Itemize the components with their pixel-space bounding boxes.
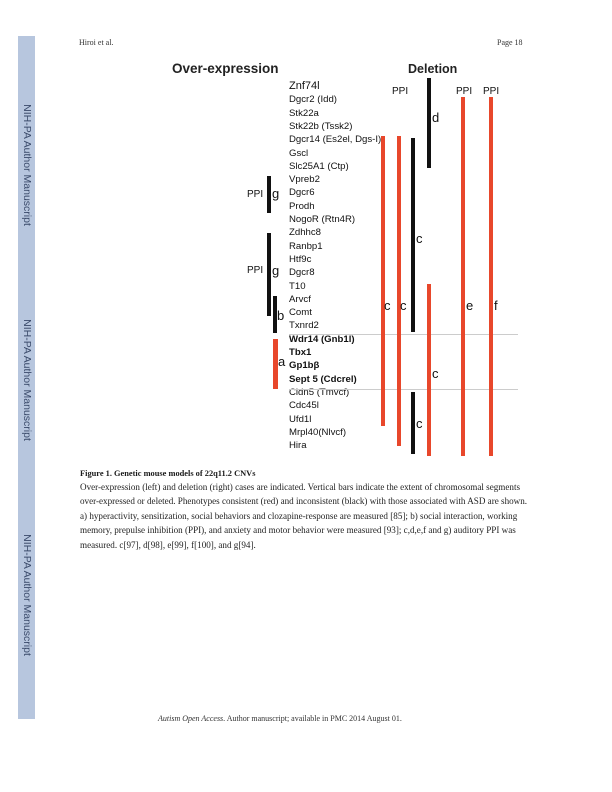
gene-label: Prodh (289, 200, 315, 212)
sidebar-label-3: NIH-PA Author Manuscript (21, 534, 33, 656)
gene-label: Dgcr6 (289, 187, 315, 199)
label-c-1: c (384, 298, 391, 313)
gene-label: Gp1bβ (289, 360, 320, 372)
gene-label: Cldn5 (Tmvcf) (289, 386, 350, 398)
bar-b (273, 296, 277, 333)
gene-label: Tbx1 (289, 347, 312, 358)
label-e: e (466, 298, 474, 313)
ppi-label-deletion-3: PPI (483, 86, 500, 97)
gene-label: Stk22a (289, 107, 319, 119)
gene-label: Arvcf (289, 293, 311, 305)
figure-caption-body: Over-expression (left) and deletion (rig… (80, 482, 528, 550)
label-c-2: c (400, 298, 407, 313)
gene-label: Dgcr14 (Es2el, Dgs-I) (289, 134, 382, 146)
ppi-label-deletion-2: PPI (456, 86, 473, 97)
header-author: Hiroi et al. (79, 38, 114, 47)
header-page: Page 18 (497, 38, 523, 47)
footer-citation: Autism Open Access. Author manuscript; a… (158, 714, 402, 723)
bar-e (461, 97, 465, 456)
bar-g-lower (267, 233, 271, 316)
bar-c-deletion-3 (411, 138, 415, 332)
label-c-3: c (416, 231, 423, 246)
nih-sidebar (18, 36, 35, 719)
gene-label: Znf74l (289, 80, 320, 92)
bar-d (427, 78, 431, 168)
ppi-label-g-upper: PPI (247, 189, 264, 200)
gene-label: Vpreb2 (289, 174, 320, 186)
bar-c-deletion-1 (381, 136, 385, 426)
separator-line-bottom (289, 389, 518, 390)
bar-f (489, 97, 493, 456)
label-c-5: c (416, 416, 423, 431)
gene-label: Hira (289, 440, 307, 452)
gene-label: Wdr14 (Gnb1l) (289, 333, 355, 345)
sidebar-label-2: NIH-PA Author Manuscript (21, 319, 33, 441)
label-g-upper: g (272, 186, 280, 201)
ppi-label-g-lower: PPI (247, 265, 264, 276)
separator-line-top (289, 334, 518, 335)
gene-label: Sept 5 (Cdcrel) (289, 373, 357, 385)
ppi-label-deletion-1: PPI (392, 86, 409, 97)
gene-label: Zdhhc8 (289, 227, 321, 239)
gene-label: Htf9c (289, 253, 312, 265)
bar-c-deletion-2 (397, 136, 401, 446)
sidebar-label-1: NIH-PA Author Manuscript (21, 104, 33, 226)
overexpression-title: Over-expression (172, 61, 279, 76)
gene-label: Slc25A1 (Ctp) (289, 160, 349, 172)
deletion-title: Deletion (408, 62, 458, 76)
gene-label: Dgcr2 (Idd) (289, 94, 337, 106)
label-d: d (432, 110, 440, 125)
gene-label: Stk22b (Tssk2) (289, 120, 353, 132)
bar-c-deletion-4 (427, 284, 431, 456)
footer-journal: Autism Open Access (158, 714, 224, 723)
bar-g-upper (267, 176, 271, 213)
label-b: b (277, 308, 285, 323)
label-c-4: c (432, 366, 439, 381)
gene-label: Dgcr8 (289, 267, 315, 279)
label-g-lower: g (272, 263, 280, 278)
gene-label: Mrpl40(Nlvcf) (289, 426, 347, 438)
gene-label: Ufd1l (289, 413, 312, 425)
label-f: f (494, 298, 498, 313)
gene-label: Ranbp1 (289, 240, 323, 252)
bar-c-deletion-5 (411, 392, 415, 454)
bar-a (273, 339, 278, 389)
gene-label: NogoR (Rtn4R) (289, 214, 356, 225)
figure-caption-title: Figure 1. Genetic mouse models of 22q11.… (80, 469, 256, 478)
label-a: a (278, 354, 286, 369)
gene-label: Cdc45l (289, 400, 319, 412)
footer-text: . Author manuscript; available in PMC 20… (223, 714, 402, 723)
gene-label: Txnrd2 (289, 320, 319, 332)
gene-label: Gscl (289, 147, 309, 159)
gene-label: T10 (289, 280, 306, 292)
gene-label: Comt (289, 307, 312, 319)
